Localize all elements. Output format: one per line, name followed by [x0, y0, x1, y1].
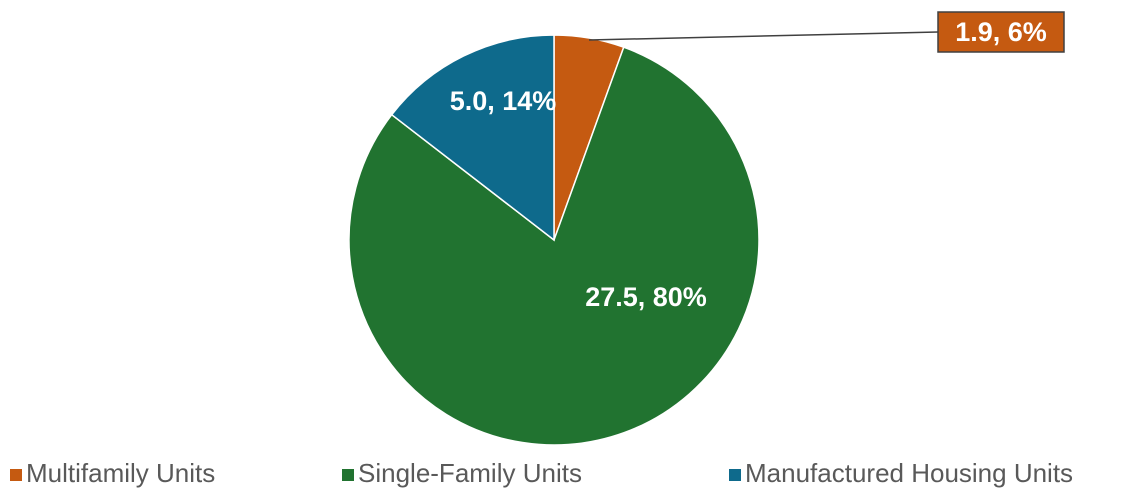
data-label-multifamily: 1.9, 6% [955, 17, 1047, 47]
legend-item-single-family: Single-Family Units [342, 458, 582, 488]
legend-swatch-single-family [342, 469, 354, 481]
data-label-single-family: 27.5, 80% [585, 282, 707, 312]
legend-label-multifamily: Multifamily Units [26, 458, 216, 488]
pie-slice-manufactured-housing [390, 34, 555, 242]
pie-slices [348, 34, 760, 446]
data-label-manufactured-housing: 5.0, 14% [450, 86, 557, 116]
chart-legend: Multifamily Units Single-Family Units Ma… [10, 458, 1135, 492]
legend-label-single-family: Single-Family Units [358, 458, 582, 488]
leader-line-multifamily [588, 31, 939, 41]
pie-slice-single-family [348, 46, 760, 446]
legend-item-multifamily: Multifamily Units [10, 458, 215, 488]
legend-item-manufactured-housing: Manufactured Housing Units [729, 458, 1073, 488]
legend-swatch-manufactured-housing [729, 469, 741, 481]
legend-swatch-multifamily [10, 469, 22, 481]
data-label-box-multifamily [937, 11, 1065, 53]
legend-label-manufactured-housing: Manufactured Housing Units [745, 458, 1074, 488]
pie-data-labels: 1.9, 6% 27.5, 80% 5.0, 14% [450, 11, 1065, 312]
